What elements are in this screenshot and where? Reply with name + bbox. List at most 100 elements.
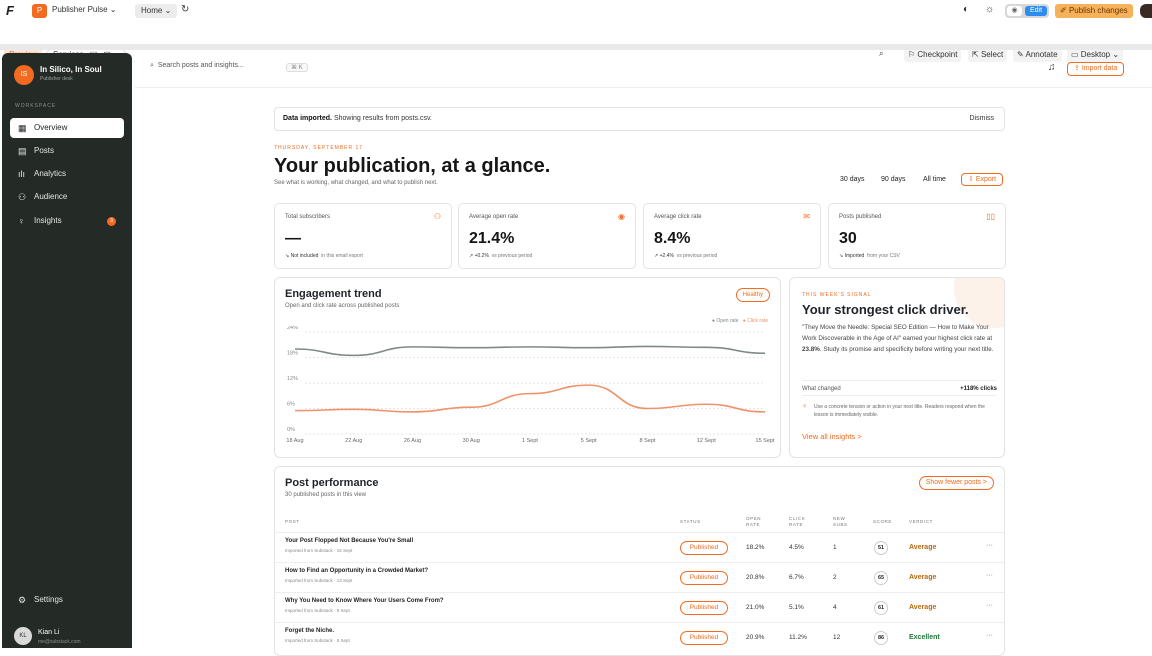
- signal-body: "They Move the Needle: Special SEO Editi…: [802, 322, 997, 355]
- export-button[interactable]: ⇩ Export: [961, 173, 1004, 186]
- users-icon: ⚇: [18, 192, 27, 202]
- checkpoint-button[interactable]: ⚐ Checkpoint: [904, 48, 962, 62]
- search-icon[interactable]: ⌕: [879, 49, 884, 58]
- sidebar-item-settings[interactable]: ⚙ Settings: [10, 590, 124, 610]
- kpi-footnote: ↘ Not included in this email export: [285, 253, 363, 259]
- header-click-rate[interactable]: CLICK RATE: [789, 516, 806, 527]
- export-label: Export: [975, 176, 997, 183]
- signal-label: THIS WEEK'S SIGNAL: [802, 292, 872, 298]
- range-90-days[interactable]: 90 days: [881, 176, 906, 183]
- sidebar-item-overview[interactable]: ▦ Overview: [10, 118, 124, 138]
- signal-body-text: "They Move the Needle: Special SEO Editi…: [802, 324, 993, 342]
- header-score[interactable]: SCORE: [873, 519, 893, 524]
- search-input[interactable]: ⌕ Search posts and insights...: [150, 62, 244, 70]
- select-label: Select: [980, 50, 1004, 59]
- project-switcher[interactable]: Publisher Pulse ⌄: [52, 5, 117, 14]
- refresh-icon[interactable]: ↻: [181, 4, 190, 15]
- kpi-value: 8.4%: [654, 230, 691, 247]
- select-button[interactable]: ⇱ Select: [968, 48, 1008, 62]
- device-select[interactable]: ▭ Desktop ⌄: [1067, 48, 1124, 62]
- annotate-button[interactable]: ✎ Annotate: [1013, 48, 1062, 62]
- app-logo[interactable]: F: [6, 3, 14, 18]
- checkpoint-label: Checkpoint: [917, 50, 958, 59]
- page-select[interactable]: Home ⌄: [135, 4, 178, 18]
- x-tick-label: 22 Aug: [345, 438, 362, 444]
- y-tick-label: 24%: [287, 326, 298, 331]
- show-fewer-button[interactable]: Show fewer posts >: [918, 476, 994, 490]
- trend-title: Engagement trend: [285, 288, 382, 300]
- publish-button[interactable]: ✐ Publish changes: [1055, 4, 1133, 18]
- header-status[interactable]: STATUS: [680, 519, 701, 524]
- header-verdict[interactable]: VERDICT: [909, 519, 933, 524]
- header-open-rate[interactable]: OPEN RATE: [746, 516, 762, 527]
- kpi-note: from your CSV: [867, 253, 900, 259]
- bell-icon[interactable]: ♫: [1048, 62, 1056, 73]
- score-badge: 65: [874, 571, 888, 585]
- more-icon[interactable]: ···: [986, 602, 993, 609]
- legend-open-rate: ● Open rate: [711, 318, 739, 324]
- gear-icon: ⚙: [18, 595, 27, 605]
- import-data-button[interactable]: ⇪ Import data: [1067, 62, 1125, 76]
- header-new-subs[interactable]: NEW SUBS: [833, 516, 848, 527]
- click-rate-cell: 11.2%: [789, 634, 807, 641]
- engagement-chart: 24% 18% 12% 6% 0% 18 Aug 22 Aug 26 Aug 30 Aug 1 S…: [286, 326, 775, 444]
- range-30-days[interactable]: 30 days: [840, 176, 865, 183]
- more-icon[interactable]: ···: [986, 572, 993, 579]
- sidebar-item-label: Overview: [34, 123, 68, 132]
- range-all-time[interactable]: All time: [923, 176, 946, 183]
- header-post[interactable]: POST: [285, 519, 300, 524]
- trend-subtitle: Open and click rate across published pos…: [285, 303, 400, 309]
- post-title[interactable]: Forget the Niche.: [285, 628, 335, 634]
- new-subs-cell: 12: [833, 634, 841, 641]
- more-icon[interactable]: ···: [986, 542, 993, 549]
- kpi-trend: ↗ +0.2%: [469, 253, 489, 259]
- kpi-footnote: ↘ Imported from your CSV: [839, 253, 900, 259]
- sidebar-item-audience[interactable]: ⚇ Audience: [10, 187, 124, 207]
- post-title[interactable]: Your Post Flopped Not Because You're Sma…: [285, 538, 414, 544]
- table-row[interactable]: Your Post Flopped Not Because You're Sma…: [275, 532, 1004, 562]
- health-badge[interactable]: Healthy: [735, 288, 770, 302]
- click-rate-cell: 5.1%: [789, 604, 804, 611]
- kpi-note: vs previous period: [676, 253, 718, 259]
- table-row[interactable]: How to Find an Opportunity in a Crowded …: [275, 562, 1004, 592]
- banner-text: Showing results from posts.csv.: [332, 115, 432, 122]
- edit-mode-label: Edit: [1025, 6, 1047, 16]
- book-icon: ▯▯: [986, 212, 995, 221]
- user-avatar[interactable]: [1140, 4, 1152, 18]
- sidebar-item-label: Posts: [34, 146, 55, 155]
- table-row[interactable]: Why You Need to Know Where Your Users Co…: [275, 592, 1004, 622]
- page-subtitle: See what is working, what changed, and w…: [274, 180, 438, 186]
- sidebar-item-insights[interactable]: ♀ Insights 3: [10, 211, 124, 231]
- x-tick-label: 30 Aug: [463, 438, 480, 444]
- post-performance-card: Post performance 30 published posts in t…: [274, 466, 1005, 656]
- date-label: THURSDAY, SEPTEMBER 17: [274, 145, 364, 151]
- bulb-icon: ♀: [18, 216, 25, 226]
- post-title[interactable]: Why You Need to Know Where Your Users Co…: [285, 598, 444, 604]
- view-insights-link[interactable]: View all insights >: [802, 432, 862, 441]
- dismiss-button[interactable]: Dismiss: [969, 115, 995, 122]
- project-avatar: P: [32, 4, 47, 18]
- sun-icon[interactable]: ☼: [985, 4, 995, 15]
- signal-tip-text: Use a concrete tension or action in your…: [814, 404, 985, 418]
- headset-icon[interactable]: ◐: [963, 4, 970, 15]
- search-shortcut: ⌘ K: [286, 63, 308, 72]
- table-row[interactable]: Forget the Niche. Imported from Substack…: [275, 622, 1004, 652]
- import-banner: Data imported. Showing results from post…: [274, 107, 1005, 131]
- publish-label: Publish changes: [1068, 6, 1128, 15]
- kpi-footnote: ↗ +0.2% vs previous period: [469, 253, 532, 259]
- sidebar-item-analytics[interactable]: ılı Analytics: [10, 164, 124, 184]
- edit-toggle[interactable]: ◉ Edit: [1005, 4, 1049, 18]
- more-icon[interactable]: ···: [986, 632, 993, 639]
- performance-subtitle: 30 published posts in this view: [285, 492, 367, 498]
- sidebar-item-label: Settings: [34, 595, 63, 604]
- y-tick-label: 12%: [287, 376, 298, 382]
- user-avatar[interactable]: KL: [14, 627, 32, 645]
- score-badge: 51: [874, 541, 888, 555]
- grid-icon: ▦: [18, 123, 27, 133]
- sidebar-item-posts[interactable]: ▤ Posts: [10, 141, 124, 161]
- kpi-card-posts: Posts published ▯▯ 30 ↘ Imported from yo…: [828, 203, 1006, 269]
- post-title[interactable]: How to Find an Opportunity in a Crowded …: [285, 568, 428, 574]
- workspace-avatar[interactable]: IS: [14, 65, 34, 85]
- workspace-name[interactable]: In Silico, In Soul: [40, 65, 102, 74]
- legend-click-rate: ● Click rate: [742, 318, 768, 324]
